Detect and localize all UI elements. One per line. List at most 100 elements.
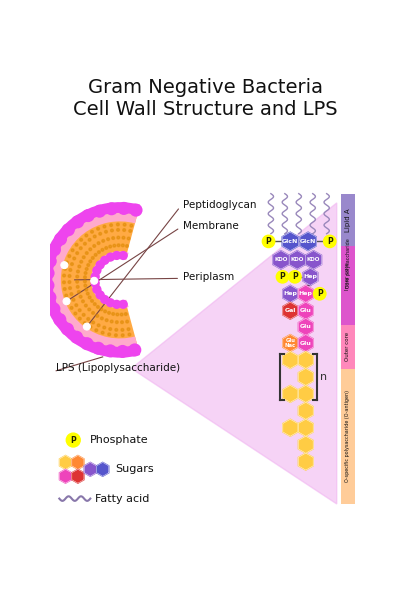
Polygon shape	[273, 251, 289, 269]
Bar	[341, 325, 354, 369]
Circle shape	[85, 234, 88, 237]
Circle shape	[84, 322, 86, 325]
Text: Periplasm: Periplasm	[182, 272, 234, 282]
Polygon shape	[60, 469, 72, 483]
Bar	[341, 369, 354, 504]
Circle shape	[85, 289, 88, 291]
Circle shape	[101, 331, 104, 334]
Circle shape	[71, 249, 74, 251]
Polygon shape	[298, 335, 313, 352]
Circle shape	[89, 326, 92, 328]
Circle shape	[63, 281, 65, 284]
Text: Hep: Hep	[283, 291, 297, 296]
Circle shape	[62, 223, 75, 236]
Wedge shape	[42, 202, 140, 358]
Circle shape	[78, 309, 81, 311]
Circle shape	[100, 308, 103, 311]
Polygon shape	[298, 352, 313, 368]
Circle shape	[76, 252, 78, 254]
Circle shape	[122, 236, 125, 239]
Text: Gal: Gal	[284, 308, 296, 313]
Circle shape	[112, 313, 114, 316]
Circle shape	[117, 229, 120, 231]
Circle shape	[116, 345, 129, 358]
Circle shape	[107, 238, 110, 241]
Text: Sugars: Sugars	[115, 464, 154, 475]
Polygon shape	[131, 203, 337, 504]
Circle shape	[74, 312, 77, 315]
Polygon shape	[298, 419, 313, 436]
Circle shape	[128, 333, 131, 336]
Circle shape	[63, 274, 66, 277]
Circle shape	[91, 230, 94, 233]
Circle shape	[76, 286, 79, 288]
Polygon shape	[283, 419, 298, 436]
Circle shape	[118, 251, 128, 260]
Circle shape	[72, 298, 75, 301]
Circle shape	[104, 230, 107, 233]
Circle shape	[120, 313, 123, 316]
Text: P: P	[280, 272, 285, 281]
Text: Outer core: Outer core	[345, 332, 350, 361]
Circle shape	[88, 308, 91, 311]
Circle shape	[80, 337, 94, 350]
Circle shape	[88, 238, 91, 241]
Circle shape	[53, 313, 66, 326]
Text: P: P	[266, 237, 272, 246]
Circle shape	[90, 278, 100, 288]
Circle shape	[75, 244, 78, 246]
Circle shape	[41, 279, 54, 292]
Circle shape	[82, 300, 84, 302]
Polygon shape	[298, 368, 313, 385]
Circle shape	[84, 284, 87, 287]
Circle shape	[61, 323, 74, 335]
Polygon shape	[298, 385, 313, 403]
Circle shape	[106, 298, 115, 307]
Circle shape	[61, 262, 68, 269]
Circle shape	[82, 313, 85, 316]
Circle shape	[97, 324, 100, 327]
Circle shape	[102, 239, 105, 242]
Circle shape	[101, 248, 104, 251]
Polygon shape	[283, 352, 298, 368]
Polygon shape	[298, 319, 313, 335]
Circle shape	[108, 333, 110, 336]
Circle shape	[96, 314, 99, 317]
Circle shape	[99, 232, 102, 235]
Circle shape	[63, 298, 70, 305]
Circle shape	[69, 287, 72, 290]
Circle shape	[84, 272, 87, 274]
Text: n: n	[320, 372, 328, 382]
Polygon shape	[303, 268, 318, 285]
Circle shape	[84, 242, 86, 245]
Circle shape	[82, 256, 85, 259]
Circle shape	[130, 224, 133, 227]
Circle shape	[115, 328, 118, 331]
Circle shape	[124, 313, 127, 316]
Circle shape	[96, 305, 99, 308]
Polygon shape	[289, 251, 305, 269]
Polygon shape	[72, 455, 84, 469]
Circle shape	[76, 275, 79, 278]
Circle shape	[93, 303, 96, 305]
Circle shape	[105, 247, 108, 250]
Circle shape	[80, 260, 83, 263]
Circle shape	[79, 247, 82, 250]
Circle shape	[123, 223, 126, 226]
Circle shape	[105, 202, 118, 215]
Circle shape	[87, 317, 90, 320]
Circle shape	[84, 280, 86, 283]
Circle shape	[96, 260, 105, 269]
Polygon shape	[283, 285, 298, 302]
Circle shape	[70, 263, 73, 265]
Wedge shape	[52, 212, 138, 347]
Text: Phosphate: Phosphate	[90, 435, 149, 445]
Circle shape	[96, 290, 105, 299]
Circle shape	[66, 433, 80, 447]
Circle shape	[112, 251, 121, 260]
Text: Inner core: Inner core	[345, 262, 350, 290]
Text: O-specific polysaccharide (O-antigen): O-specific polysaccharide (O-antigen)	[345, 390, 350, 482]
Text: Glu: Glu	[300, 325, 312, 329]
Circle shape	[289, 271, 301, 283]
Circle shape	[93, 205, 106, 218]
